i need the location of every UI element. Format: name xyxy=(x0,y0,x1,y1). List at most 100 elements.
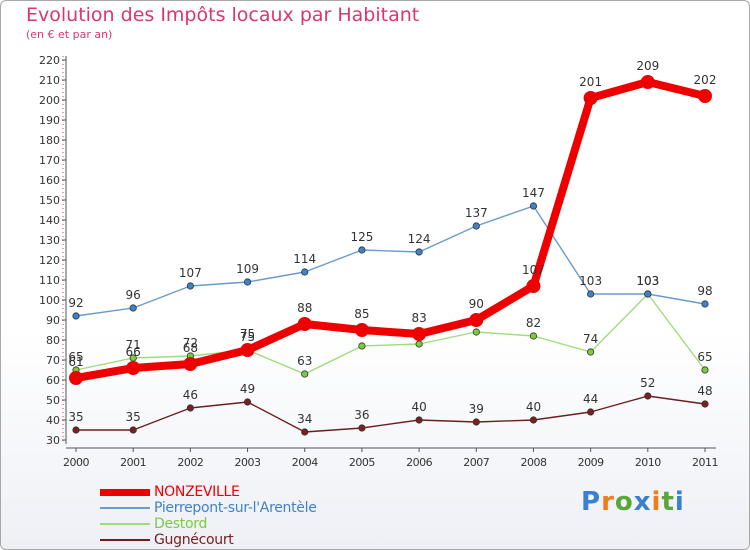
logo-letter: t xyxy=(661,487,675,517)
legend-label: Gugnécourt xyxy=(154,532,234,548)
data-label: 44 xyxy=(583,392,598,406)
y-tick-label: 100 xyxy=(39,294,60,307)
data-point xyxy=(644,290,652,298)
data-point xyxy=(126,361,141,375)
data-label: 85 xyxy=(354,307,369,321)
y-tick-label: 60 xyxy=(46,374,60,387)
data-point xyxy=(472,328,480,336)
x-tick-label: 2003 xyxy=(235,456,261,469)
legend-swatch xyxy=(100,489,150,496)
legend-label: Destord xyxy=(154,516,208,532)
series-markers xyxy=(69,75,712,436)
data-label: 46 xyxy=(183,388,198,402)
data-label: 75 xyxy=(240,327,255,341)
data-point xyxy=(698,89,712,103)
y-tick-label: 210 xyxy=(39,74,60,87)
data-label: 49 xyxy=(240,382,255,396)
y-tick-label: 130 xyxy=(39,234,60,247)
data-point xyxy=(701,400,709,408)
data-label: 61 xyxy=(68,355,83,369)
series-lines xyxy=(72,78,709,433)
data-point xyxy=(640,75,655,89)
data-point xyxy=(529,332,538,340)
logo-letter: x xyxy=(633,487,652,517)
series-line xyxy=(72,78,709,382)
data-label: 90 xyxy=(469,297,484,311)
data-point xyxy=(587,408,595,416)
logo-letter: i xyxy=(674,487,685,517)
data-point xyxy=(583,91,598,105)
chart-subtitle: (en € et par an) xyxy=(26,28,113,41)
axes: 30 40 50 60 70 80 90 100 110 120 130 140 150 160 170 18… xyxy=(39,54,719,469)
x-tick-label: 2001 xyxy=(120,456,146,469)
data-label: 109 xyxy=(236,262,259,276)
data-label: 82 xyxy=(526,316,541,330)
y-tick-label: 40 xyxy=(46,414,60,427)
data-point xyxy=(701,300,709,308)
data-label: 72 xyxy=(183,336,198,350)
data-label: 201 xyxy=(579,75,602,89)
data-point xyxy=(72,426,80,434)
data-point xyxy=(472,418,480,426)
y-tick-label: 220 xyxy=(39,54,60,67)
y-tick-label: 160 xyxy=(39,174,60,187)
data-label: 103 xyxy=(636,274,659,288)
data-point xyxy=(529,202,538,210)
x-tick-label: 2005 xyxy=(349,456,375,469)
y-tick-label: 80 xyxy=(46,334,60,347)
data-label: 63 xyxy=(297,354,312,368)
data-point xyxy=(129,304,137,312)
y-tick-label: 120 xyxy=(39,254,60,267)
data-label: 34 xyxy=(297,412,312,426)
data-label: 114 xyxy=(293,252,316,266)
data-point xyxy=(129,426,137,434)
y-tick-label: 180 xyxy=(39,134,60,147)
data-label: 83 xyxy=(411,311,426,325)
x-tick-label: 2009 xyxy=(578,456,604,469)
series-line xyxy=(75,205,706,317)
data-label: 74 xyxy=(583,332,598,346)
data-point xyxy=(358,246,366,254)
legend-label: Pierrepont-sur-l'Arentèle xyxy=(154,500,317,516)
data-label: 209 xyxy=(636,59,659,73)
data-label: 88 xyxy=(297,301,312,315)
data-label: 103 xyxy=(579,274,602,288)
x-tick-label: 2008 xyxy=(520,456,546,469)
y-tick-label: 200 xyxy=(39,94,60,107)
data-point xyxy=(529,416,538,424)
logo-letter: r xyxy=(601,487,615,517)
data-label: 48 xyxy=(697,384,712,398)
logo-letter: P xyxy=(581,487,602,517)
data-point xyxy=(186,404,194,412)
y-tick-label: 110 xyxy=(39,274,60,287)
data-label: 39 xyxy=(469,402,484,416)
y-tick-label: 140 xyxy=(39,214,60,227)
data-label: 66 xyxy=(126,345,141,359)
data-point xyxy=(72,312,80,320)
legend-label: NONZEVILLE xyxy=(154,484,240,500)
data-point xyxy=(243,278,252,286)
data-label: 137 xyxy=(465,206,488,220)
legend-swatch xyxy=(100,523,150,525)
data-label: 65 xyxy=(68,350,83,364)
data-label: 124 xyxy=(408,232,431,246)
data-point xyxy=(186,282,194,290)
data-point xyxy=(358,424,366,432)
data-label: 35 xyxy=(126,410,141,424)
data-point xyxy=(297,317,312,331)
legend-swatch xyxy=(100,507,150,509)
data-point xyxy=(301,370,309,378)
data-point xyxy=(644,392,652,400)
data-label: 65 xyxy=(697,350,712,364)
data-label: 68 xyxy=(183,341,198,355)
data-point xyxy=(301,268,309,276)
data-label: 40 xyxy=(411,400,426,414)
x-tick-label: 2010 xyxy=(635,456,661,469)
y-tick-label: 90 xyxy=(46,314,60,327)
data-label: 52 xyxy=(640,376,655,390)
data-label: 107 xyxy=(522,263,545,277)
x-tick-label: 2004 xyxy=(292,456,318,469)
data-label: 147 xyxy=(522,186,545,200)
chart-title: Evolution des Impôts locaux par Habitant xyxy=(26,4,420,26)
